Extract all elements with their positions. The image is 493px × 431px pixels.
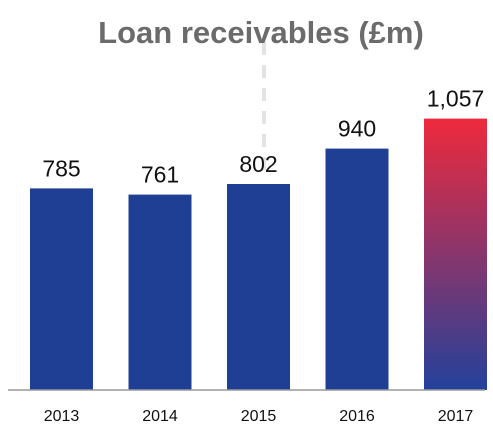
value-label-2017: 1,057 (427, 86, 485, 112)
bar-2014 (128, 194, 192, 390)
value-label-2013: 785 (42, 155, 80, 181)
bars-group (30, 118, 487, 390)
x-tick-label-2017: 2017 (438, 408, 474, 425)
value-labels-group: 785 761 802 940 1,057 (42, 86, 484, 188)
x-tick-label-2016: 2016 (339, 408, 375, 425)
bar-2017 (424, 118, 487, 390)
value-label-2015: 802 (239, 151, 277, 177)
bar-2015 (227, 184, 290, 390)
chart-title: Loan receivables (£m) (98, 15, 424, 50)
bar-2016 (325, 148, 389, 390)
value-label-2016: 940 (338, 116, 376, 142)
bar-2013 (30, 188, 93, 390)
x-tick-labels-group: 2013 2014 2015 2016 2017 (44, 408, 474, 425)
x-tick-label-2013: 2013 (44, 408, 80, 425)
x-tick-label-2015: 2015 (241, 408, 277, 425)
value-label-2014: 761 (141, 162, 179, 188)
x-tick-label-2014: 2014 (142, 408, 178, 425)
